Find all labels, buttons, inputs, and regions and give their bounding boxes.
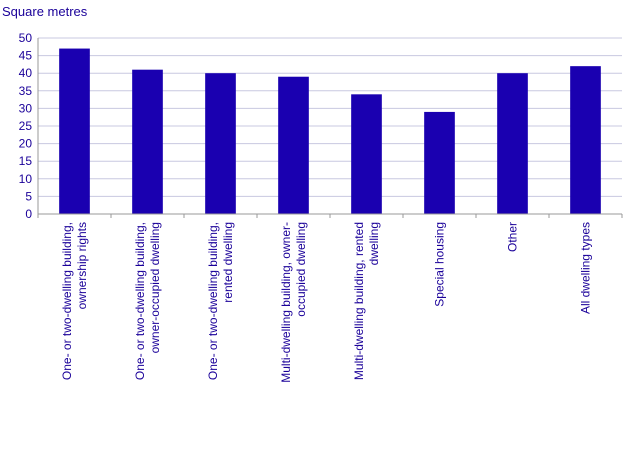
y-tick-label: 10 bbox=[19, 172, 33, 186]
x-tick-label: One- or two-dwelling building,owner-occu… bbox=[133, 222, 162, 380]
x-tick-label: Multi-dwelling building, owner-occupied … bbox=[279, 222, 308, 383]
svg-text:Special housing: Special housing bbox=[433, 222, 447, 307]
svg-text:Multi-dwelling building, rente: Multi-dwelling building, renteddwelling bbox=[352, 222, 381, 380]
y-tick-label: 25 bbox=[19, 119, 33, 133]
x-tick-labels: One- or two-dwelling building,ownership … bbox=[60, 222, 593, 383]
y-tick-label: 45 bbox=[19, 49, 33, 63]
x-tick-label: Special housing bbox=[433, 222, 447, 307]
x-tick-label: All dwelling types bbox=[579, 222, 593, 314]
x-tick-label-line: One- or two-dwelling building, bbox=[206, 222, 220, 380]
y-tick-label: 15 bbox=[19, 154, 33, 168]
svg-text:Multi-dwelling building, owner: Multi-dwelling building, owner-occupied … bbox=[279, 222, 308, 383]
svg-text:One- or two-dwelling building,: One- or two-dwelling building,ownership … bbox=[60, 222, 89, 380]
bar bbox=[351, 94, 382, 214]
y-tick-label: 20 bbox=[19, 137, 33, 151]
x-tick-label: Multi-dwelling building, renteddwelling bbox=[352, 222, 381, 380]
svg-text:Other: Other bbox=[506, 222, 520, 252]
y-tick-label: 0 bbox=[25, 207, 32, 221]
x-tick-label-line: Multi-dwelling building, owner- bbox=[279, 222, 293, 383]
x-tick-label-line: Other bbox=[506, 222, 520, 252]
bar bbox=[497, 73, 528, 214]
y-tick-label: 35 bbox=[19, 84, 33, 98]
svg-text:All dwelling types: All dwelling types bbox=[579, 222, 593, 314]
bar bbox=[59, 48, 90, 215]
y-tick-labels: 0 5 10 15 20 25 30 35 40 45 50 bbox=[19, 31, 33, 221]
x-tick-label-line: All dwelling types bbox=[579, 222, 593, 314]
x-tick-label-line: occupied dwelling bbox=[294, 222, 308, 317]
x-tick-label: Other bbox=[506, 222, 520, 252]
y-tick-label: 50 bbox=[19, 31, 33, 45]
x-tick-label-line: One- or two-dwelling building, bbox=[133, 222, 147, 380]
y-tick-label: 5 bbox=[25, 189, 32, 203]
y-axis-label: Square metres bbox=[2, 4, 88, 19]
x-tick-label-line: dwelling bbox=[367, 222, 381, 265]
gridlines bbox=[38, 37, 622, 197]
x-tick-label-line: Multi-dwelling building, rented bbox=[352, 222, 366, 380]
bar bbox=[424, 111, 455, 214]
x-tick-label: One- or two-dwelling building,rented dwe… bbox=[206, 222, 235, 380]
y-tick-label: 30 bbox=[19, 101, 33, 115]
x-tick-label-line: rented dwelling bbox=[221, 222, 235, 303]
bar bbox=[205, 73, 236, 214]
x-tick-label-line: One- or two-dwelling building, bbox=[60, 222, 74, 380]
x-tick-label: One- or two-dwelling building,ownership … bbox=[60, 222, 89, 380]
svg-text:One- or two-dwelling building,: One- or two-dwelling building,owner-occu… bbox=[133, 222, 162, 380]
bar bbox=[278, 76, 309, 214]
bar bbox=[570, 66, 601, 214]
y-tick-label: 40 bbox=[19, 66, 33, 80]
bar bbox=[132, 69, 163, 215]
x-tick-label-line: owner-occupied dwelling bbox=[148, 222, 162, 353]
axes bbox=[37, 38, 623, 218]
x-tick-label-line: ownership rights bbox=[75, 222, 89, 309]
svg-text:One- or two-dwelling building,: One- or two-dwelling building,rented dwe… bbox=[206, 222, 235, 380]
bars bbox=[59, 48, 601, 215]
x-tick-label-line: Special housing bbox=[433, 222, 447, 307]
